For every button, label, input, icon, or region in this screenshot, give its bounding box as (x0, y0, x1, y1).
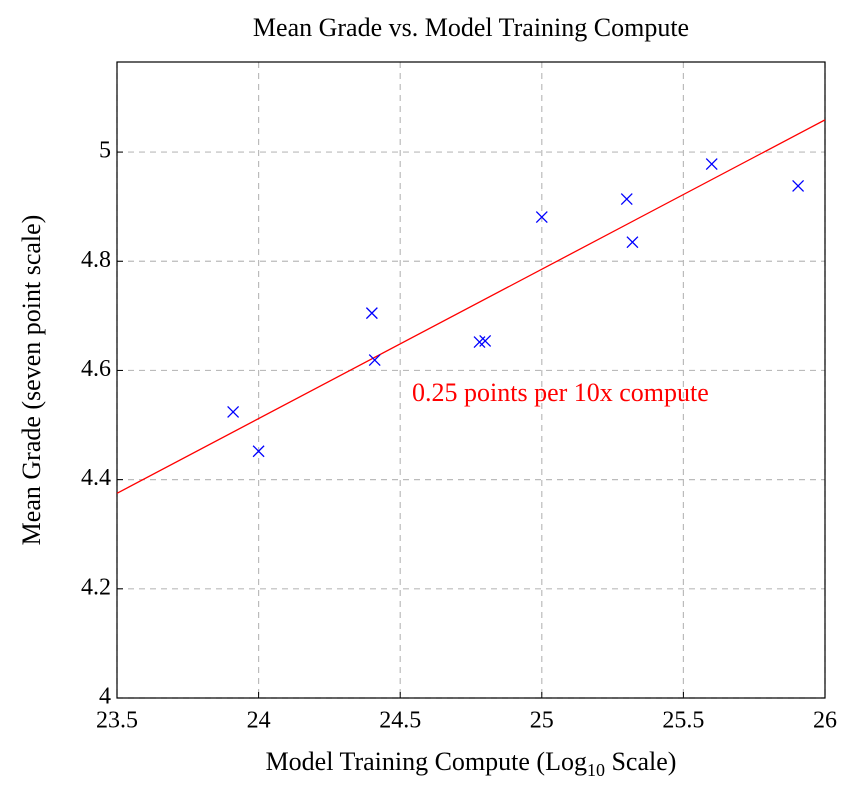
x-tick-label: 24.5 (379, 708, 421, 734)
x-tick-label: 25.5 (662, 708, 704, 734)
marker (252, 445, 265, 458)
x-tick-label: 26 (813, 708, 837, 734)
marker (792, 179, 805, 192)
marker (705, 158, 718, 171)
y-tick-label: 4.2 (81, 574, 111, 600)
x-tick-label: 25 (530, 708, 554, 734)
y-tick-label: 4.8 (81, 247, 111, 273)
y-tick-label: 4.4 (81, 465, 111, 491)
marker (479, 335, 492, 347)
x-tick-label: 24 (247, 708, 271, 734)
marker (365, 307, 378, 320)
y-tick-label: 4 (99, 684, 111, 710)
x-label-text: Scale) (605, 747, 676, 776)
x-axis-label: Model Training Compute (Log10 Scale) (266, 747, 677, 780)
marker (535, 211, 548, 224)
x-tick-label: 23.5 (96, 708, 138, 734)
marker (368, 354, 381, 367)
y-axis-label: Mean Grade (seven point scale) (17, 215, 46, 546)
marker (227, 405, 240, 418)
chart-title: Mean Grade vs. Model Training Compute (253, 13, 689, 42)
y-tick-label: 5 (99, 138, 111, 164)
x-label-subscript: 10 (587, 760, 605, 780)
annotation: 0.25 points per 10x compute (412, 378, 709, 407)
y-tick-label: 4.6 (81, 356, 111, 382)
marker (620, 193, 633, 205)
plot-frame (116, 61, 826, 699)
marker (626, 236, 639, 249)
x-label-text: Model Training Compute (Log (266, 747, 587, 776)
trend-line (116, 119, 826, 494)
